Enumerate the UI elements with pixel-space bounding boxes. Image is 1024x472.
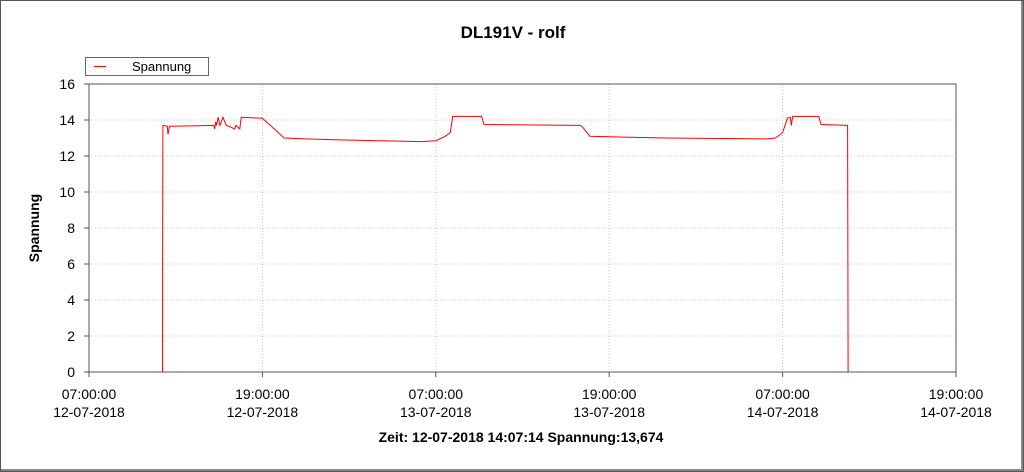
y-tick-label: 2 [67, 328, 75, 344]
y-tick-label: 16 [59, 76, 75, 92]
y-tick-label: 8 [67, 220, 75, 236]
series-line-spannung [162, 115, 849, 373]
x-tick-label-date: 12-07-2018 [227, 404, 299, 420]
x-tick-label-date: 14-07-2018 [747, 404, 819, 420]
y-tick-label: 6 [67, 256, 75, 272]
y-axis-label: Spannung [26, 194, 42, 262]
grid-lines [89, 84, 956, 372]
plot-frame [88, 83, 957, 373]
y-tick-label: 12 [59, 148, 75, 164]
legend: Spannung [85, 57, 209, 76]
legend-label: Spannung [132, 59, 192, 74]
y-tick-label: 10 [59, 184, 75, 200]
status-readout: Zeit: 12-07-2018 14:07:14 Spannung:13,67… [378, 429, 664, 445]
x-axis-ticks: 07:00:00 12-07-2018 19:00:00 12-07-2018 07:0… [53, 372, 992, 420]
y-axis-ticks: 0 2 4 6 8 10 12 14 16 [59, 76, 89, 380]
chart-title: DL191V - rolf [460, 23, 566, 42]
x-tick-label-time: 07:00:00 [62, 386, 117, 402]
x-tick-label-time: 07:00:00 [755, 386, 810, 402]
legend-swatch [94, 66, 106, 67]
x-tick-label-time: 07:00:00 [409, 386, 464, 402]
x-tick-label-time: 19:00:00 [929, 386, 984, 402]
x-tick-label-date: 13-07-2018 [400, 404, 472, 420]
x-tick-label-date: 12-07-2018 [53, 404, 125, 420]
x-tick-label-date: 14-07-2018 [920, 404, 992, 420]
y-tick-label: 0 [67, 364, 75, 380]
x-tick-label-time: 19:00:00 [235, 386, 290, 402]
x-tick-label-date: 13-07-2018 [573, 404, 645, 420]
y-tick-label: 4 [67, 292, 75, 308]
x-tick-label-time: 19:00:00 [582, 386, 637, 402]
y-tick-label: 14 [59, 112, 75, 128]
